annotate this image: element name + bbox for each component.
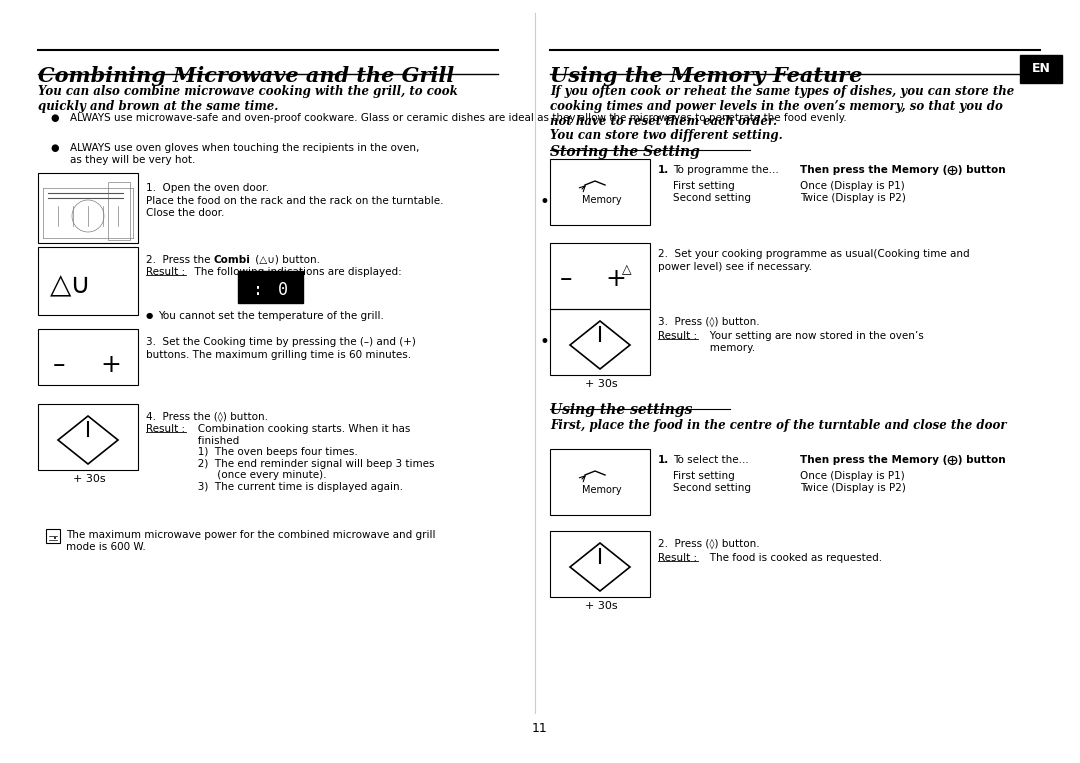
Text: Once (Display is P1): Once (Display is P1) xyxy=(800,471,905,481)
Text: Then press the Memory (⨁) button: Then press the Memory (⨁) button xyxy=(800,165,1005,175)
Text: △: △ xyxy=(622,263,632,276)
Bar xyxy=(108,182,130,240)
Text: ●: ● xyxy=(146,311,153,320)
Text: power level) see if necessary.: power level) see if necessary. xyxy=(658,262,812,272)
Text: Then press the Memory (⨁) button: Then press the Memory (⨁) button xyxy=(800,455,1005,465)
Text: Your setting are now stored in the oven’s: Your setting are now stored in the oven’… xyxy=(700,331,923,341)
Bar xyxy=(38,329,138,385)
Text: You cannot set the temperature of the grill.: You cannot set the temperature of the gr… xyxy=(158,311,383,321)
Text: Memory: Memory xyxy=(582,485,622,495)
Bar xyxy=(38,404,138,470)
Text: 11: 11 xyxy=(532,722,548,735)
Text: buttons. The maximum grilling time is 60 minutes.: buttons. The maximum grilling time is 60… xyxy=(146,350,411,360)
Text: + 30s: + 30s xyxy=(585,379,618,389)
Text: Using the Memory Feature: Using the Memory Feature xyxy=(550,66,862,86)
Text: Result :: Result : xyxy=(658,331,697,341)
Text: Result :: Result : xyxy=(146,267,185,277)
Text: Twice (Display is P2): Twice (Display is P2) xyxy=(800,483,906,493)
Text: △∪: △∪ xyxy=(50,271,92,299)
Bar xyxy=(38,247,138,315)
Text: 4.  Press the (◊) button.: 4. Press the (◊) button. xyxy=(146,412,268,423)
Text: Combination cooking starts. When it has
   finished
   1)  The oven beeps four t: Combination cooking starts. When it has … xyxy=(188,424,434,492)
Text: Memory: Memory xyxy=(582,195,622,205)
Bar xyxy=(1020,55,1062,83)
Text: –: – xyxy=(53,353,66,377)
Text: The following indications are displayed:: The following indications are displayed: xyxy=(188,267,402,277)
Text: ALWAYS use microwave-safe and oven-proof cookware. Glass or ceramic dishes are i: ALWAYS use microwave-safe and oven-proof… xyxy=(70,113,847,123)
Text: ●: ● xyxy=(50,143,58,153)
Text: To programme the...: To programme the... xyxy=(673,165,779,175)
Text: •: • xyxy=(53,536,57,542)
Bar xyxy=(238,271,303,303)
Text: First, place the food in the centre of the turntable and close the door: First, place the food in the centre of t… xyxy=(550,419,1007,432)
Text: 1.  Open the oven door.: 1. Open the oven door. xyxy=(146,183,269,193)
Text: The food is cooked as requested.: The food is cooked as requested. xyxy=(700,553,882,563)
Bar xyxy=(550,243,650,309)
Text: 3.  Set the Cooking time by pressing the (–) and (+): 3. Set the Cooking time by pressing the … xyxy=(146,337,416,347)
Text: You can store two different setting.: You can store two different setting. xyxy=(550,129,783,142)
Bar xyxy=(550,309,650,375)
Text: Second setting: Second setting xyxy=(673,483,751,493)
Text: The maximum microwave power for the combined microwave and grill
mode is 600 W.: The maximum microwave power for the comb… xyxy=(66,530,435,552)
Text: ●: ● xyxy=(50,113,58,123)
Text: Combi: Combi xyxy=(214,255,251,265)
Text: 2.  Set your cooking programme as usual(Cooking time and: 2. Set your cooking programme as usual(C… xyxy=(658,249,970,259)
Bar xyxy=(38,173,138,243)
Text: +: + xyxy=(605,267,626,291)
Text: You can also combine microwave cooking with the grill, to cook
quickly and brown: You can also combine microwave cooking w… xyxy=(38,85,458,113)
Text: (△∪) button.: (△∪) button. xyxy=(252,255,320,265)
Bar xyxy=(46,529,60,543)
Text: First setting: First setting xyxy=(673,471,734,481)
Text: Second setting: Second setting xyxy=(673,193,751,203)
Text: •: • xyxy=(540,193,550,211)
Text: To select the...: To select the... xyxy=(673,455,748,465)
Text: 1.: 1. xyxy=(658,455,670,465)
Text: Combining Microwave and the Grill: Combining Microwave and the Grill xyxy=(38,66,454,86)
Text: 1.: 1. xyxy=(658,165,670,175)
Text: Once (Display is P1): Once (Display is P1) xyxy=(800,181,905,191)
Text: 2.  Press (◊) button.: 2. Press (◊) button. xyxy=(658,539,759,549)
Text: 0: 0 xyxy=(268,281,288,299)
Text: memory.: memory. xyxy=(700,343,755,353)
Bar xyxy=(550,159,650,225)
Text: + 30s: + 30s xyxy=(585,601,618,611)
Text: First setting: First setting xyxy=(673,181,734,191)
Text: EN: EN xyxy=(1031,63,1051,76)
Text: –: – xyxy=(561,267,572,291)
Text: +: + xyxy=(100,353,121,377)
Text: :: : xyxy=(253,281,264,299)
Text: + 30s: + 30s xyxy=(73,474,106,484)
Text: Result :: Result : xyxy=(146,424,185,434)
Text: ALWAYS use oven gloves when touching the recipients in the oven,
as they will be: ALWAYS use oven gloves when touching the… xyxy=(70,143,419,165)
Text: 3.  Press (◊) button.: 3. Press (◊) button. xyxy=(658,317,759,327)
Text: Place the food on the rack and the rack on the turntable.: Place the food on the rack and the rack … xyxy=(146,196,444,206)
Text: •: • xyxy=(540,333,550,351)
Text: Using the settings: Using the settings xyxy=(550,403,692,417)
Text: Storing the Setting: Storing the Setting xyxy=(550,145,700,159)
Text: Result :: Result : xyxy=(658,553,697,563)
Text: If you often cook or reheat the same types of dishes, you can store the
cooking : If you often cook or reheat the same typ… xyxy=(550,85,1014,128)
Bar xyxy=(550,449,650,515)
Text: Twice (Display is P2): Twice (Display is P2) xyxy=(800,193,906,203)
Text: 2.  Press the: 2. Press the xyxy=(146,255,214,265)
Text: Close the door.: Close the door. xyxy=(146,208,225,218)
Bar xyxy=(550,531,650,597)
